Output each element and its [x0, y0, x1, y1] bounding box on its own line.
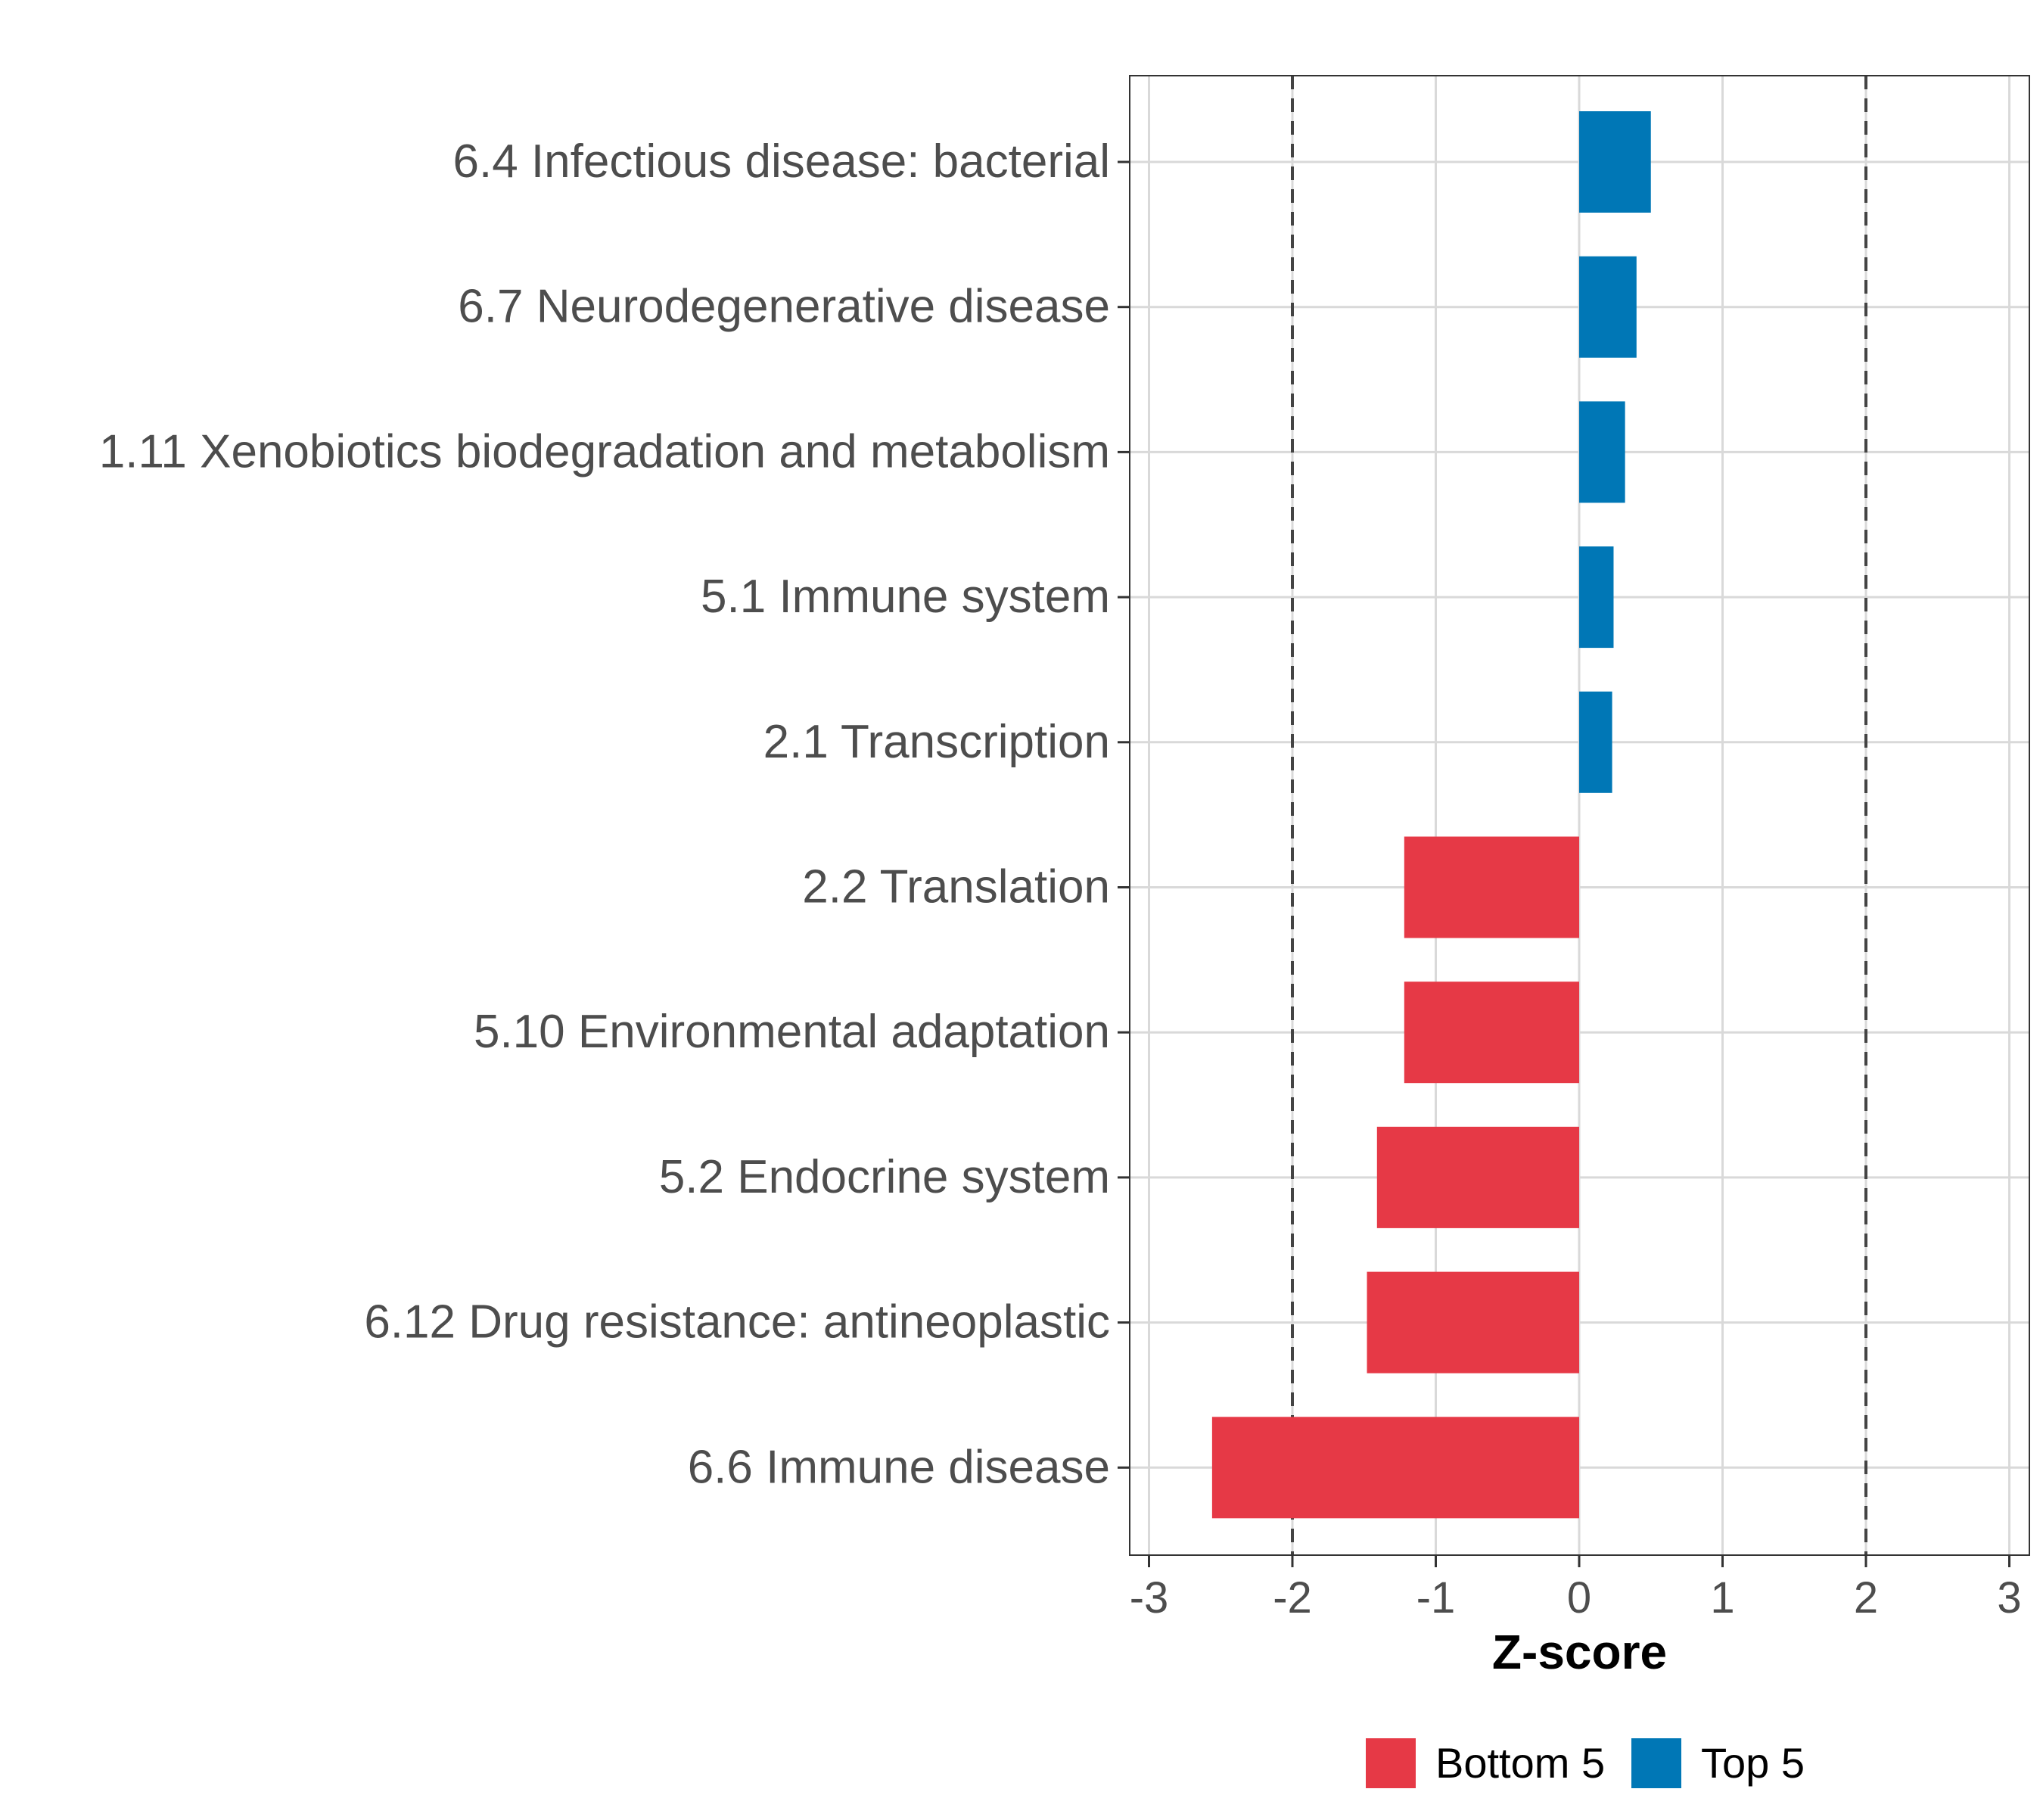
bar-5: [1579, 691, 1612, 793]
bars: [1211, 111, 1651, 1519]
y-tick-label: 2.2 Translation: [802, 861, 1110, 913]
y-tick-label: 5.10 Environmental adaptation: [474, 1006, 1110, 1058]
legend-label-2: Top 5: [1701, 1739, 1805, 1787]
legend-key-2: [1631, 1738, 1681, 1788]
x-tick-label: 2: [1854, 1573, 1878, 1622]
bar-10: [1211, 1417, 1579, 1519]
legend: Bottom 5 Top 5: [1366, 1738, 1805, 1788]
bar-1: [1579, 111, 1651, 213]
y-tick-label: 1.11 Xenobiotics biodegradation and meta…: [99, 425, 1110, 478]
reference-lines: [1291, 76, 1867, 1555]
x-tick-label: -2: [1273, 1573, 1312, 1622]
y-tick-label: 2.1 Transcription: [763, 716, 1110, 768]
x-tick-label: 0: [1567, 1573, 1591, 1622]
x-axis-title: Z-score: [1492, 1625, 1667, 1679]
x-tick-label: 3: [1997, 1573, 2021, 1622]
x-tick-label: -1: [1416, 1573, 1456, 1622]
bar-8: [1376, 1126, 1579, 1228]
x-tick-label: 1: [1710, 1573, 1734, 1622]
y-tick-label: 6.6 Immune disease: [688, 1441, 1110, 1493]
bar-4: [1579, 546, 1614, 649]
axes: 6.4 Infectious disease: bacterial 6.7 Neu…: [99, 135, 2022, 1622]
y-tick-label: 5.2 Endocrine system: [659, 1151, 1110, 1203]
y-tick-label: 6.7 Neurodegenerative disease: [458, 281, 1110, 333]
y-tick-label: 6.4 Infectious disease: bacterial: [452, 135, 1110, 188]
bar-3: [1579, 401, 1625, 503]
legend-key-1: [1366, 1738, 1416, 1788]
legend-label-1: Bottom 5: [1435, 1739, 1605, 1787]
bar-6: [1404, 836, 1579, 938]
bar-9: [1367, 1271, 1579, 1374]
bar-2: [1579, 256, 1637, 358]
y-tick-label: 6.12 Drug resistance: antineoplastic: [364, 1296, 1110, 1349]
y-tick-label: 5.1 Immune system: [701, 571, 1110, 623]
x-tick-label: -3: [1130, 1573, 1169, 1622]
bar-7: [1404, 982, 1579, 1084]
